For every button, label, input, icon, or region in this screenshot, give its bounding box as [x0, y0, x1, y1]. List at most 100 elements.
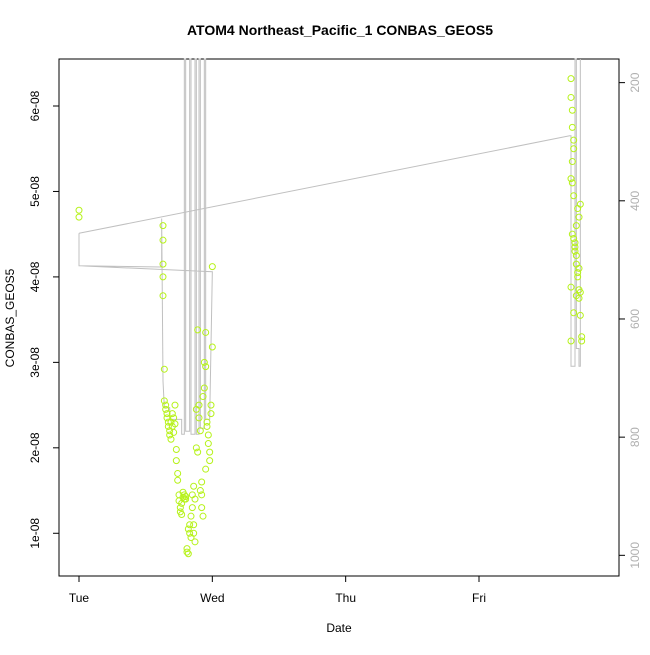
data-point-112 [576, 200, 584, 208]
data-point-27 [174, 469, 182, 477]
data-point-59 [195, 401, 203, 409]
data-point-17 [167, 435, 175, 443]
y-tick-label-5: 6e-08 [28, 90, 42, 121]
data-point-94 [568, 230, 576, 238]
data-point-3 [159, 236, 167, 244]
chart-title: ATOM4 Northeast_Pacific_1 CONBAS_GEOS5 [187, 22, 493, 38]
data-point-73 [204, 431, 212, 439]
data-point-74 [204, 440, 212, 448]
data-point-114 [567, 337, 575, 345]
data-point-82 [198, 478, 206, 486]
y-tick-label-3: 4e-08 [28, 261, 42, 292]
x-axis-label: Date [326, 621, 352, 635]
data-point-86 [568, 106, 576, 114]
y-tick-label-2: 3e-08 [28, 347, 42, 378]
data-point-101 [574, 273, 582, 281]
data-point-79 [208, 343, 216, 351]
data-point-42 [183, 548, 191, 556]
data-point-110 [572, 222, 580, 230]
data-point-90 [568, 158, 576, 166]
data-point-11 [163, 410, 171, 418]
data-point-106 [578, 333, 586, 341]
data-point-7 [160, 365, 168, 373]
data-point-25 [172, 446, 180, 454]
data-point-8 [160, 397, 168, 405]
data-point-88 [570, 136, 578, 144]
y-axis-label: CONBAS_GEOS5 [3, 268, 17, 367]
plot-frame [58, 58, 620, 577]
data-point-100 [574, 269, 582, 277]
data-point-41 [183, 545, 191, 553]
data-point-28 [174, 476, 182, 484]
data-point-69 [202, 363, 210, 371]
data-point-40 [182, 495, 190, 503]
data-point-81 [202, 465, 210, 473]
data-point-78 [207, 401, 215, 409]
data-point-19 [168, 410, 176, 418]
data-point-43 [184, 550, 192, 558]
x-tick-label-0: Tue [69, 591, 90, 605]
data-point-61 [196, 427, 204, 435]
data-point-57 [194, 448, 202, 456]
data-point-91 [567, 175, 575, 183]
data-point-95 [570, 234, 578, 242]
data-point-52 [190, 529, 198, 537]
profile-line-1 [78, 58, 213, 435]
data-point-60 [195, 414, 203, 422]
data-point-5 [159, 273, 167, 281]
data-point-6 [159, 292, 167, 300]
data-point-70 [202, 328, 210, 336]
data-point-93 [570, 192, 578, 200]
data-point-75 [206, 448, 214, 456]
x-tick-label-3: Fri [472, 591, 486, 605]
data-point-64 [198, 504, 206, 512]
data-point-22 [170, 428, 178, 436]
profile-lines [78, 58, 581, 435]
data-point-45 [186, 521, 194, 529]
data-point-76 [206, 457, 214, 465]
data-point-96 [571, 239, 579, 247]
data-point-67 [200, 384, 208, 392]
data-point-116 [572, 292, 580, 300]
data-point-0 [75, 206, 83, 214]
data-point-39 [182, 493, 190, 501]
data-point-85 [567, 93, 575, 101]
x-tick-label-1: Wed [200, 591, 224, 605]
data-point-38 [180, 491, 188, 499]
data-point-65 [199, 512, 207, 520]
data-point-105 [576, 311, 584, 319]
data-point-58 [194, 326, 202, 334]
data-point-109 [575, 213, 583, 221]
data-point-53 [191, 538, 199, 546]
data-point-66 [199, 393, 207, 401]
data-point-24 [171, 420, 179, 428]
data-point-13 [164, 418, 172, 426]
y2-tick-label-4: 1000 [628, 542, 642, 569]
data-point-111 [571, 243, 579, 251]
data-point-63 [198, 491, 206, 499]
x-tick-label-2: Thu [335, 591, 356, 605]
data-point-84 [567, 75, 575, 83]
data-points [75, 75, 586, 558]
data-point-71 [203, 418, 211, 426]
y2-tick-label-1: 400 [628, 190, 642, 210]
data-point-48 [187, 512, 195, 520]
data-point-98 [572, 252, 580, 260]
data-point-54 [191, 495, 199, 503]
profile-line-2 [78, 58, 581, 367]
y2-tick-label-0: 200 [628, 72, 642, 92]
data-point-9 [162, 401, 170, 409]
data-point-2 [159, 222, 167, 230]
data-point-89 [570, 145, 578, 153]
data-point-31 [176, 504, 184, 512]
y2-tick-label-3: 800 [628, 427, 642, 447]
data-point-68 [200, 358, 208, 366]
data-point-46 [186, 529, 194, 537]
data-point-117 [575, 264, 583, 272]
data-point-87 [568, 123, 576, 131]
data-point-26 [172, 457, 180, 465]
data-point-10 [162, 405, 170, 413]
data-point-72 [203, 422, 211, 430]
